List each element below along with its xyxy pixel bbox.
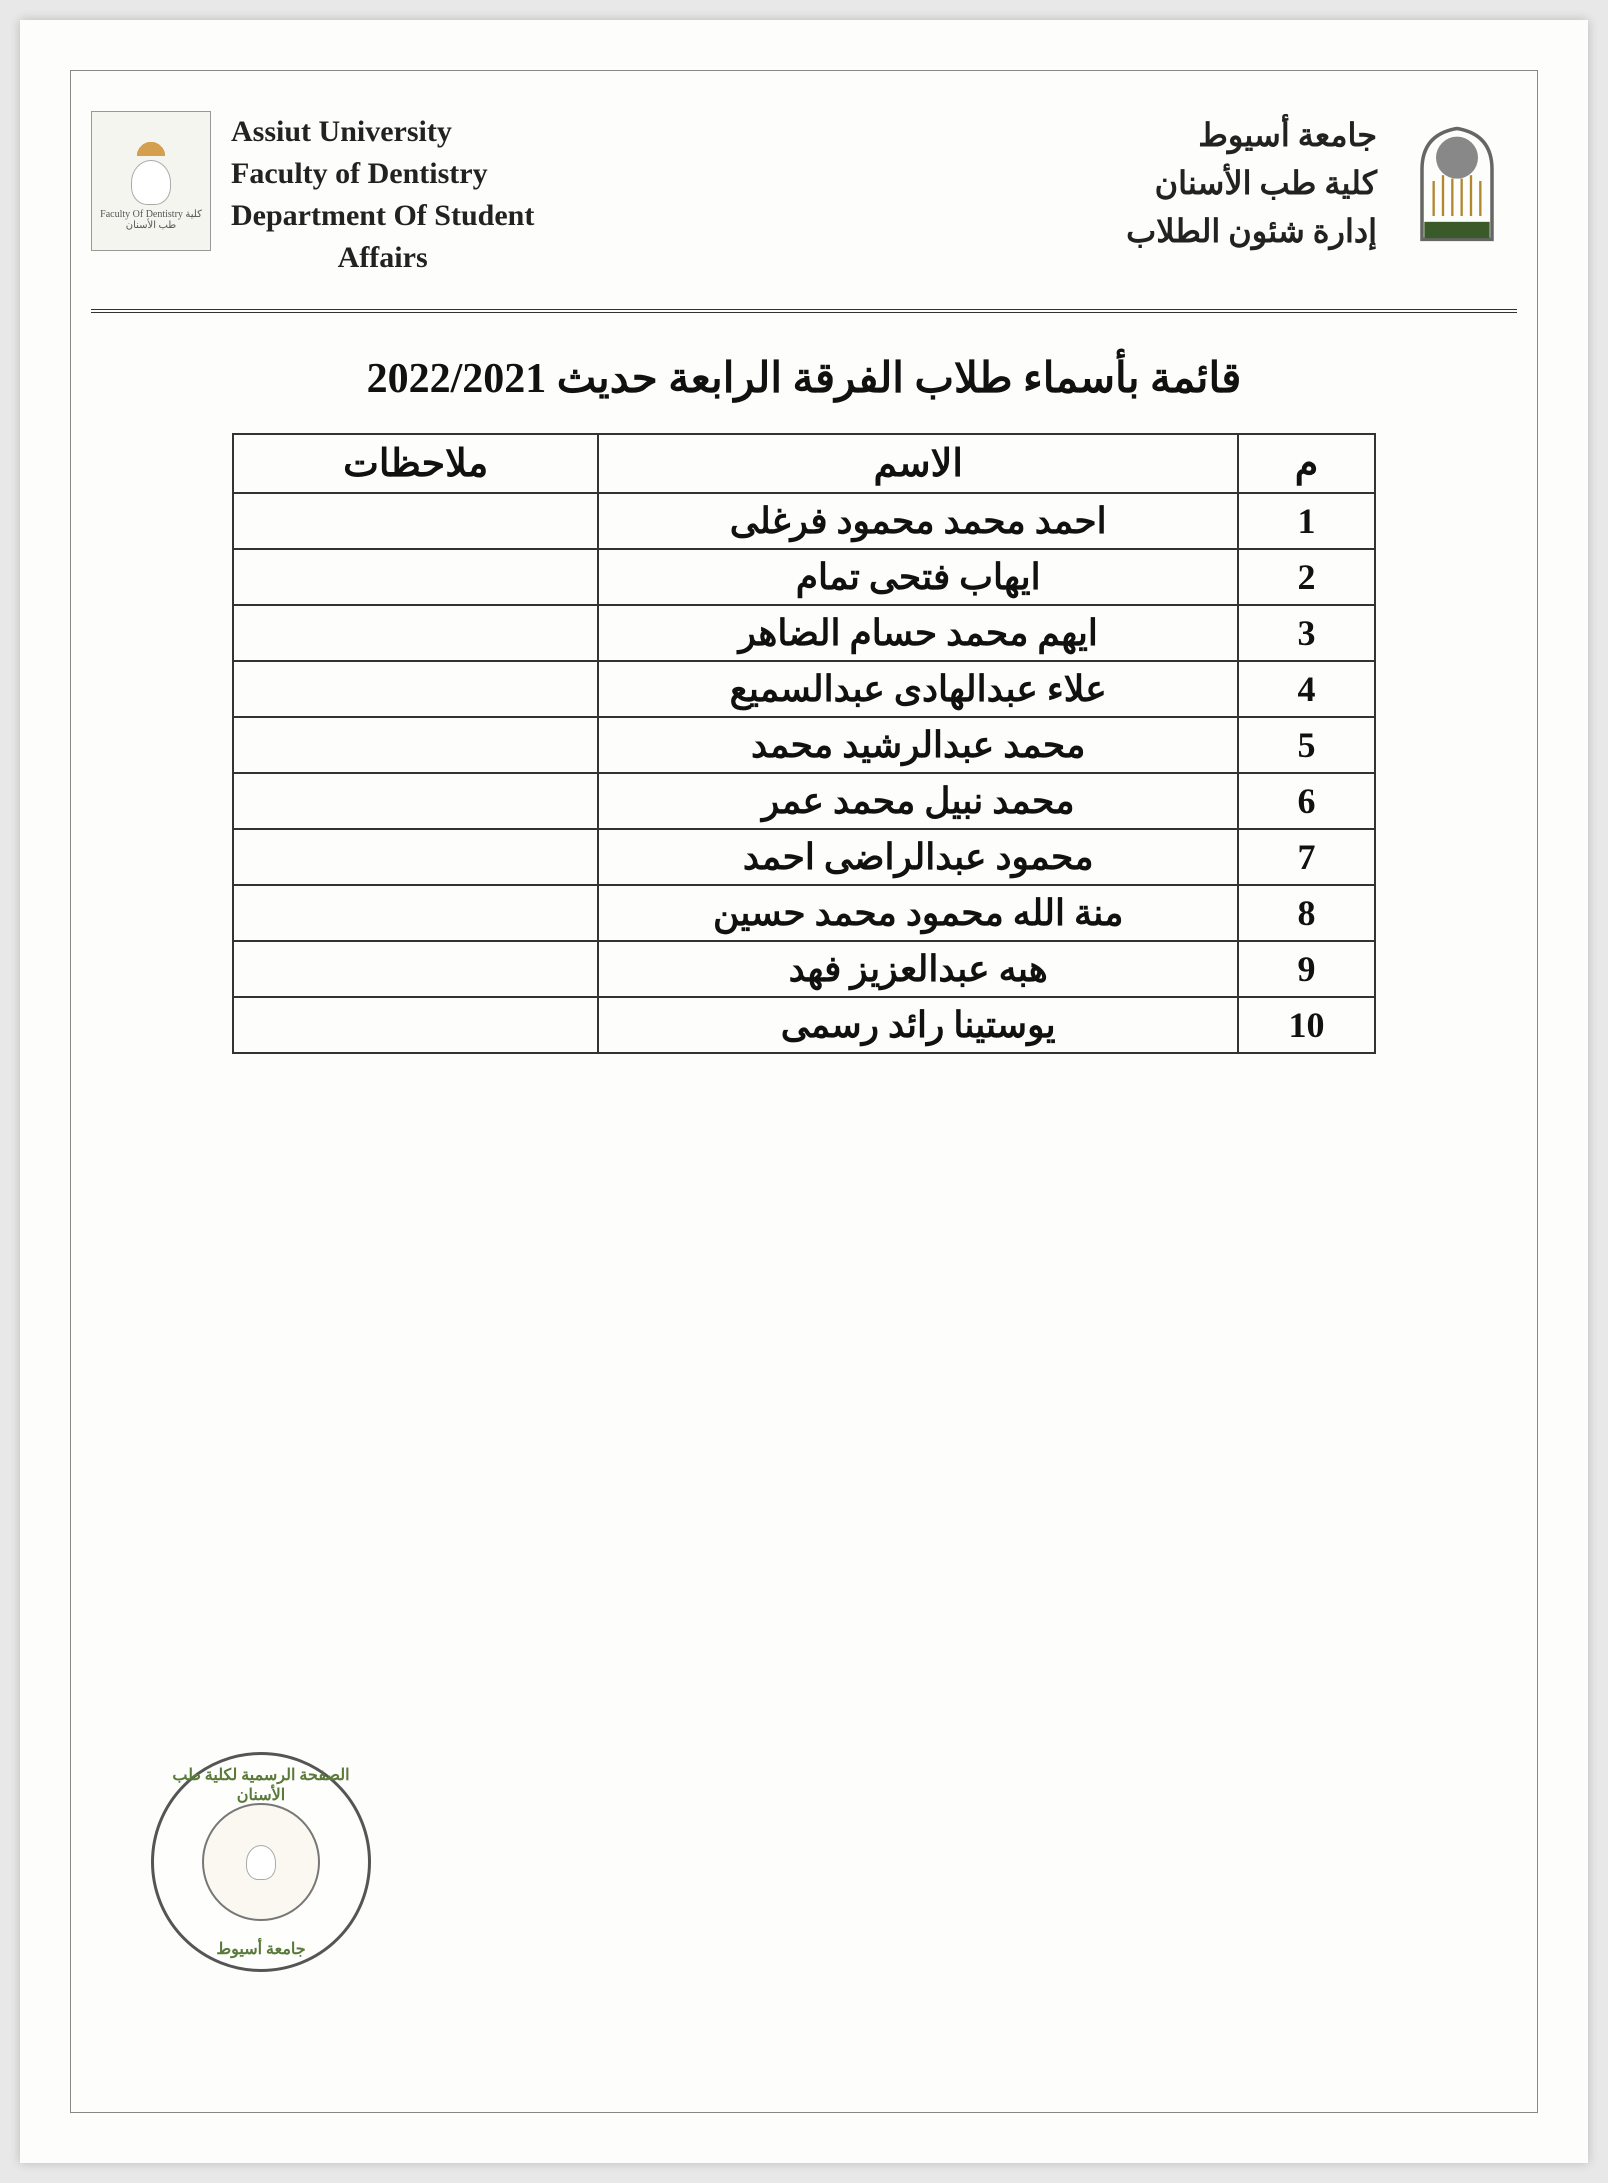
cell-num: 9 <box>1238 941 1375 997</box>
ar-line3: إدارة شئون الطلاب <box>1126 207 1377 255</box>
official-stamp-icon: الصفحة الرسمية لكلية طب الأسنان جامعة أس… <box>151 1752 371 1972</box>
cell-notes <box>233 549 598 605</box>
cell-notes <box>233 717 598 773</box>
cell-name: منة الله محمود محمد حسين <box>598 885 1238 941</box>
cell-name: هبه عبدالعزيز فهد <box>598 941 1238 997</box>
table-row: محمد عبدالرشيد محمد5 <box>233 717 1375 773</box>
cell-num: 5 <box>1238 717 1375 773</box>
logo-caption: Faculty Of Dentistry كلية طب الأسنان <box>96 209 206 231</box>
table-body: احمد محمد محمود فرغلى1ايهاب فتحى تمام2اي… <box>233 493 1375 1053</box>
en-line2: Faculty of Dentistry <box>231 153 534 195</box>
cell-name: احمد محمد محمود فرغلى <box>598 493 1238 549</box>
cell-notes <box>233 605 598 661</box>
cell-num: 6 <box>1238 773 1375 829</box>
table-row: ايهم محمد حسام الضاهر3 <box>233 605 1375 661</box>
cell-num: 4 <box>1238 661 1375 717</box>
header-divider <box>91 309 1517 313</box>
cell-name: يوستينا رائد رسمى <box>598 997 1238 1053</box>
cell-name: محمود عبدالراضى احمد <box>598 829 1238 885</box>
document-title: قائمة بأسماء طلاب الفرقة الرابعة حديث 20… <box>71 353 1537 403</box>
cell-name: ايهم محمد حسام الضاهر <box>598 605 1238 661</box>
header: Faculty Of Dentistry كلية طب الأسنان Ass… <box>71 71 1537 299</box>
table-row: هبه عبدالعزيز فهد9 <box>233 941 1375 997</box>
cell-num: 8 <box>1238 885 1375 941</box>
col-header-name: الاسم <box>598 434 1238 493</box>
students-table: ملاحظات الاسم م احمد محمد محمود فرغلى1اي… <box>232 433 1376 1054</box>
en-line4: Affairs <box>231 237 534 279</box>
en-line1: Assiut University <box>231 111 534 153</box>
table-row: علاء عبدالهادى عبدالسميع4 <box>233 661 1375 717</box>
header-right-block: جامعة أسيوط كلية طب الأسنان إدارة شئون ا… <box>1126 111 1517 255</box>
university-logo-icon <box>1397 111 1517 251</box>
page-frame: Faculty Of Dentistry كلية طب الأسنان Ass… <box>70 70 1538 2113</box>
en-line3: Department Of Student <box>231 195 534 237</box>
table-row: محمد نبيل محمد عمر6 <box>233 773 1375 829</box>
table-row: احمد محمد محمود فرغلى1 <box>233 493 1375 549</box>
ar-line2: كلية طب الأسنان <box>1126 159 1377 207</box>
cell-num: 7 <box>1238 829 1375 885</box>
table-row: منة الله محمود محمد حسين8 <box>233 885 1375 941</box>
table-header-row: ملاحظات الاسم م <box>233 434 1375 493</box>
faculty-logo-icon: Faculty Of Dentistry كلية طب الأسنان <box>91 111 211 251</box>
header-left-block: Faculty Of Dentistry كلية طب الأسنان Ass… <box>91 111 534 279</box>
table-row: ايهاب فتحى تمام2 <box>233 549 1375 605</box>
cell-name: محمد عبدالرشيد محمد <box>598 717 1238 773</box>
document-page: Faculty Of Dentistry كلية طب الأسنان Ass… <box>20 20 1588 2163</box>
table-wrapper: ملاحظات الاسم م احمد محمد محمود فرغلى1اي… <box>71 433 1537 1054</box>
cell-notes <box>233 661 598 717</box>
table-row: يوستينا رائد رسمى10 <box>233 997 1375 1053</box>
cell-notes <box>233 829 598 885</box>
stamp-text-top: الصفحة الرسمية لكلية طب الأسنان <box>154 1765 368 1805</box>
cell-num: 3 <box>1238 605 1375 661</box>
stamp-text-bottom: جامعة أسيوط <box>154 1939 368 1959</box>
ar-line1: جامعة أسيوط <box>1126 111 1377 159</box>
cell-notes <box>233 941 598 997</box>
table-row: محمود عبدالراضى احمد7 <box>233 829 1375 885</box>
cell-notes <box>233 493 598 549</box>
col-header-num: م <box>1238 434 1375 493</box>
cell-name: محمد نبيل محمد عمر <box>598 773 1238 829</box>
col-header-notes: ملاحظات <box>233 434 598 493</box>
cell-notes <box>233 773 598 829</box>
header-english-text: Assiut University Faculty of Dentistry D… <box>231 111 534 279</box>
cell-name: علاء عبدالهادى عبدالسميع <box>598 661 1238 717</box>
cell-num: 2 <box>1238 549 1375 605</box>
cell-name: ايهاب فتحى تمام <box>598 549 1238 605</box>
cell-notes <box>233 997 598 1053</box>
cell-notes <box>233 885 598 941</box>
cell-num: 1 <box>1238 493 1375 549</box>
header-arabic-text: جامعة أسيوط كلية طب الأسنان إدارة شئون ا… <box>1126 111 1377 255</box>
cell-num: 10 <box>1238 997 1375 1053</box>
